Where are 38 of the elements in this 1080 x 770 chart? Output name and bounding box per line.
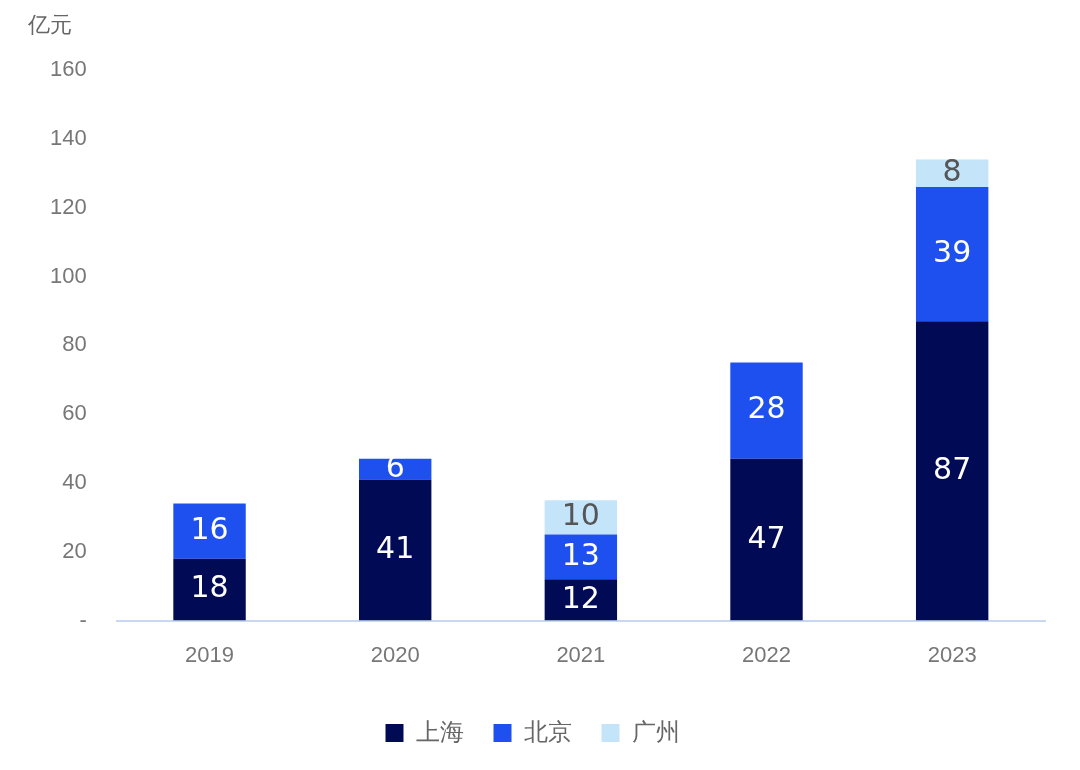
y-tick-label: 80 (62, 331, 87, 357)
x-tick-label: 2020 (370, 641, 420, 667)
data-label: 18 (190, 569, 229, 605)
bar (915, 159, 989, 187)
bar (730, 362, 803, 459)
data-label: 10 (561, 497, 600, 533)
y-tick-label: 40 (62, 469, 87, 495)
x-tick-label: 2022 (742, 641, 791, 667)
y-tick-label: 140 (49, 124, 87, 150)
data-label: 28 (747, 390, 786, 426)
data-label: 41 (376, 529, 415, 565)
bar (358, 479, 432, 621)
y-tick-label: 60 (62, 400, 87, 426)
y-axis-title: 亿元 (28, 11, 72, 39)
y-tick-label: 160 (49, 56, 87, 82)
x-tick-label: 2019 (185, 641, 235, 667)
y-tick-label: 100 (49, 262, 87, 288)
data-label: 8 (942, 153, 962, 189)
bar (915, 187, 989, 322)
data-label: 13 (561, 536, 600, 572)
data-label: 87 (933, 450, 972, 486)
bar (173, 558, 246, 621)
bar (915, 321, 989, 621)
data-label: 12 (561, 579, 600, 615)
x-tick-label: 2023 (927, 641, 977, 667)
y-tick-label: 120 (49, 193, 87, 219)
data-label: 47 (747, 519, 786, 555)
bar (358, 458, 432, 480)
data-label: 39 (933, 233, 972, 269)
legend-label: 上海 (415, 717, 464, 745)
legend-label: 北京 (523, 717, 572, 745)
bar (730, 458, 803, 621)
data-label: 16 (190, 510, 229, 546)
y-tick-label: 20 (62, 537, 87, 563)
x-tick-label: 2021 (556, 641, 606, 667)
y-tick-label: - (79, 606, 87, 632)
legend-label: 广州 (631, 717, 680, 745)
bar (173, 503, 246, 559)
